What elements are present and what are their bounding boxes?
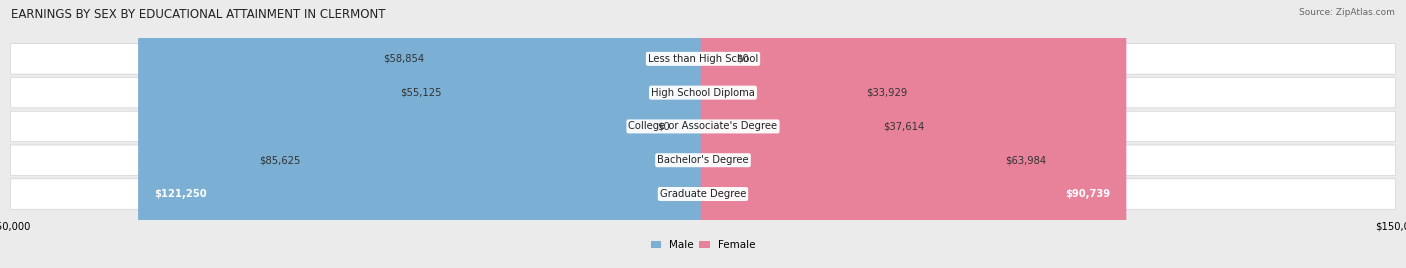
Text: $55,125: $55,125 <box>401 88 441 98</box>
FancyBboxPatch shape <box>10 77 1396 108</box>
FancyBboxPatch shape <box>444 0 706 268</box>
Text: $37,614: $37,614 <box>883 121 924 131</box>
FancyBboxPatch shape <box>138 0 706 268</box>
Text: High School Diploma: High School Diploma <box>651 88 755 98</box>
FancyBboxPatch shape <box>700 0 1002 268</box>
FancyBboxPatch shape <box>700 0 863 268</box>
FancyBboxPatch shape <box>10 44 1396 74</box>
FancyBboxPatch shape <box>10 179 1396 209</box>
FancyBboxPatch shape <box>675 0 704 268</box>
FancyBboxPatch shape <box>700 0 1126 268</box>
Text: $58,854: $58,854 <box>384 54 425 64</box>
Text: $90,739: $90,739 <box>1064 189 1111 199</box>
FancyBboxPatch shape <box>700 0 880 268</box>
Text: College or Associate's Degree: College or Associate's Degree <box>628 121 778 131</box>
Text: $121,250: $121,250 <box>155 189 207 199</box>
Text: EARNINGS BY SEX BY EDUCATIONAL ATTAINMENT IN CLERMONT: EARNINGS BY SEX BY EDUCATIONAL ATTAINMEN… <box>11 8 385 21</box>
Text: $0: $0 <box>737 54 749 64</box>
Text: $33,929: $33,929 <box>866 88 907 98</box>
Text: Source: ZipAtlas.com: Source: ZipAtlas.com <box>1299 8 1395 17</box>
FancyBboxPatch shape <box>702 0 731 268</box>
Text: $63,984: $63,984 <box>1005 155 1046 165</box>
FancyBboxPatch shape <box>304 0 706 268</box>
Text: Bachelor's Degree: Bachelor's Degree <box>657 155 749 165</box>
FancyBboxPatch shape <box>10 145 1396 176</box>
Legend: Male, Female: Male, Female <box>647 236 759 255</box>
FancyBboxPatch shape <box>10 111 1396 142</box>
Text: Graduate Degree: Graduate Degree <box>659 189 747 199</box>
Text: Less than High School: Less than High School <box>648 54 758 64</box>
Text: $0: $0 <box>657 121 669 131</box>
Text: $85,625: $85,625 <box>259 155 299 165</box>
FancyBboxPatch shape <box>427 0 706 268</box>
